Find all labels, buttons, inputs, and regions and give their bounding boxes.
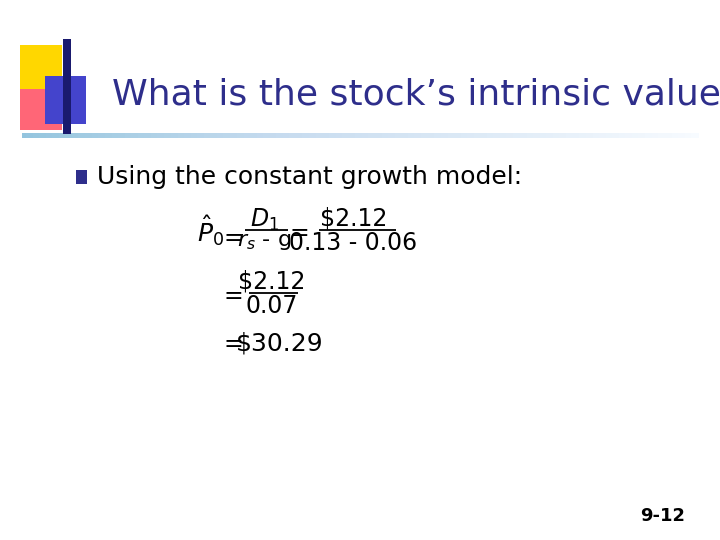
- Text: $r_s$ - g: $r_s$ - g: [238, 232, 292, 252]
- Text: =: =: [289, 221, 309, 245]
- Text: $D_1$: $D_1$: [250, 207, 279, 233]
- Text: =: =: [223, 332, 243, 355]
- Text: 0.07: 0.07: [246, 294, 298, 318]
- Text: =: =: [223, 284, 243, 308]
- Text: $30.29: $30.29: [236, 332, 324, 355]
- Text: What is the stock’s intrinsic value?: What is the stock’s intrinsic value?: [112, 78, 720, 111]
- Text: 0.13 - 0.06: 0.13 - 0.06: [289, 232, 418, 255]
- Text: $\hat{P}_0$: $\hat{P}_0$: [197, 213, 224, 248]
- Text: Using the constant growth model:: Using the constant growth model:: [97, 165, 522, 188]
- Text: $2.12: $2.12: [238, 270, 306, 294]
- Text: =: =: [223, 226, 243, 250]
- Text: $2.12: $2.12: [320, 207, 387, 231]
- Text: 9-12: 9-12: [640, 507, 685, 525]
